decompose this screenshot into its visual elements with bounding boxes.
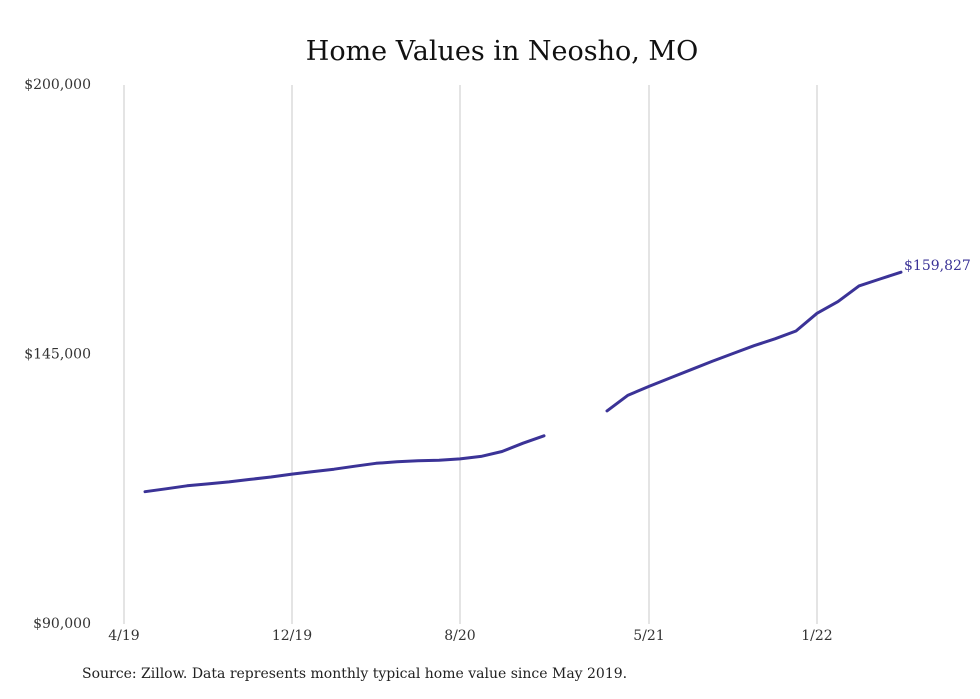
x-tick-label: 12/19 (272, 628, 312, 644)
end-value-label: $159,827 (904, 258, 971, 274)
x-tick-label: 4/19 (108, 628, 139, 644)
y-axis-ticks: $200,000 $145,000 $90,000 (24, 77, 91, 632)
x-tick-label: 8/20 (444, 628, 475, 644)
source-note: Source: Zillow. Data represents monthly … (82, 666, 628, 682)
series-layer (143, 270, 903, 494)
y-tick-label: $145,000 (24, 347, 91, 363)
series-line-segment (143, 434, 546, 494)
series-line-segment (605, 270, 903, 413)
y-tick-label: $90,000 (33, 616, 91, 632)
y-tick-label: $200,000 (24, 77, 91, 93)
x-tick-label: 5/21 (633, 628, 664, 644)
chart-title: Home Values in Neosho, MO (306, 36, 698, 67)
grid-lines (123, 85, 818, 624)
x-axis-ticks: 4/19 12/19 8/20 5/21 1/22 (108, 628, 832, 644)
x-tick-label: 1/22 (801, 628, 832, 644)
annotation-layer: $159,827 (904, 258, 971, 274)
